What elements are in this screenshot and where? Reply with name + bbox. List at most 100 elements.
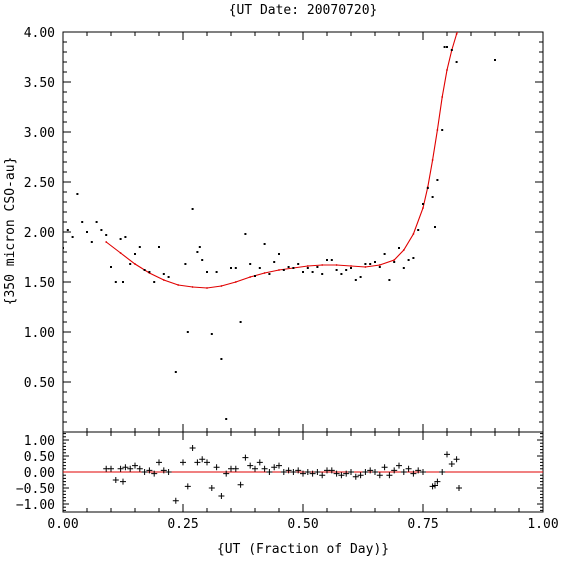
residual-point xyxy=(208,485,215,491)
residual-point xyxy=(189,445,196,451)
fit-knot xyxy=(206,287,208,289)
data-point xyxy=(321,273,324,275)
x-axis-label: {UT (Fraction of Day)} xyxy=(217,542,389,557)
data-point xyxy=(210,333,213,335)
residual-point xyxy=(266,469,273,475)
data-point xyxy=(422,203,424,205)
data-point xyxy=(388,279,391,281)
data-point xyxy=(110,266,112,268)
y-tick-label: −0.50 xyxy=(16,482,55,497)
data-point xyxy=(86,231,88,233)
fit-knot xyxy=(177,284,180,286)
residual-point xyxy=(439,469,446,475)
fit-knot xyxy=(461,21,463,23)
residual-point xyxy=(156,459,162,466)
residual-point xyxy=(136,465,143,472)
y-tick-label: 1.00 xyxy=(24,434,55,449)
data-point xyxy=(450,49,453,51)
residual-point xyxy=(194,459,201,466)
data-point xyxy=(258,267,261,269)
residual-point xyxy=(172,497,179,504)
data-point xyxy=(153,281,156,283)
y-tick-label: 0.00 xyxy=(24,466,55,481)
residual-point xyxy=(405,465,412,472)
residual-point xyxy=(117,465,124,472)
data-point xyxy=(402,267,405,269)
data-point xyxy=(206,271,208,273)
data-point xyxy=(196,251,199,253)
data-point xyxy=(95,221,98,223)
data-point xyxy=(143,269,146,271)
fit-knot xyxy=(378,264,381,266)
data-point xyxy=(66,229,69,231)
y-tick-label: −1.00 xyxy=(16,498,55,513)
fit-knot xyxy=(436,129,439,131)
data-point xyxy=(198,246,201,248)
data-point xyxy=(494,59,496,61)
data-point xyxy=(100,229,103,231)
data-point xyxy=(134,253,136,255)
residual-point xyxy=(261,465,268,472)
data-point xyxy=(105,234,108,236)
data-point xyxy=(350,267,352,269)
residual-point xyxy=(252,465,258,472)
residual-point xyxy=(132,462,138,469)
residual-point xyxy=(348,469,354,475)
data-point xyxy=(230,267,232,269)
fit-knot xyxy=(350,265,352,267)
data-point xyxy=(383,253,386,255)
fit-knot xyxy=(220,285,223,287)
data-point xyxy=(220,358,223,360)
residual-point xyxy=(160,467,167,474)
y-tick-label: 2.50 xyxy=(24,176,55,191)
residual-point xyxy=(456,485,462,491)
residual-point xyxy=(304,469,311,475)
main-plot-panel: 0.50 1.00 1.50 2.00 2.50 3.00 3.50 4.00 xyxy=(24,21,544,433)
data-point xyxy=(138,246,141,248)
data-point xyxy=(81,221,84,223)
residual-point xyxy=(367,467,374,474)
residual-point xyxy=(415,467,422,474)
data-point xyxy=(378,266,381,268)
residual-points-group xyxy=(103,445,462,504)
data-point xyxy=(306,267,309,269)
residual-point xyxy=(319,472,326,479)
data-point xyxy=(148,271,151,273)
fit-knot xyxy=(234,281,237,283)
residual-point xyxy=(213,464,220,471)
x-tick-label: 0.50 xyxy=(287,517,318,532)
data-point xyxy=(398,247,400,249)
residual-point xyxy=(280,469,287,475)
data-point xyxy=(174,371,177,373)
residual-point xyxy=(434,478,441,485)
fit-knot xyxy=(422,207,424,209)
data-point xyxy=(426,187,429,189)
fit-knot xyxy=(431,159,434,161)
x-tick-label: 1.00 xyxy=(527,517,558,532)
data-point xyxy=(225,418,228,420)
data-point xyxy=(282,269,285,271)
data-point xyxy=(201,259,204,261)
data-point xyxy=(191,208,194,210)
fit-knot xyxy=(249,276,252,278)
residual-point xyxy=(232,465,239,472)
residual-point xyxy=(256,459,263,466)
residual-point xyxy=(391,467,398,474)
fit-curve xyxy=(105,32,458,289)
data-point xyxy=(434,226,436,228)
data-point xyxy=(234,267,237,269)
data-point xyxy=(249,263,252,265)
residual-point xyxy=(108,465,114,472)
data-point xyxy=(364,263,367,265)
data-point xyxy=(302,271,304,273)
residual-point xyxy=(453,456,460,463)
residual-point xyxy=(420,469,426,475)
data-point xyxy=(292,267,295,269)
residual-point xyxy=(180,459,186,466)
residual-point xyxy=(151,470,158,477)
data-point xyxy=(263,243,266,245)
residual-point xyxy=(432,482,438,489)
data-point xyxy=(443,46,446,48)
data-point xyxy=(311,271,314,273)
